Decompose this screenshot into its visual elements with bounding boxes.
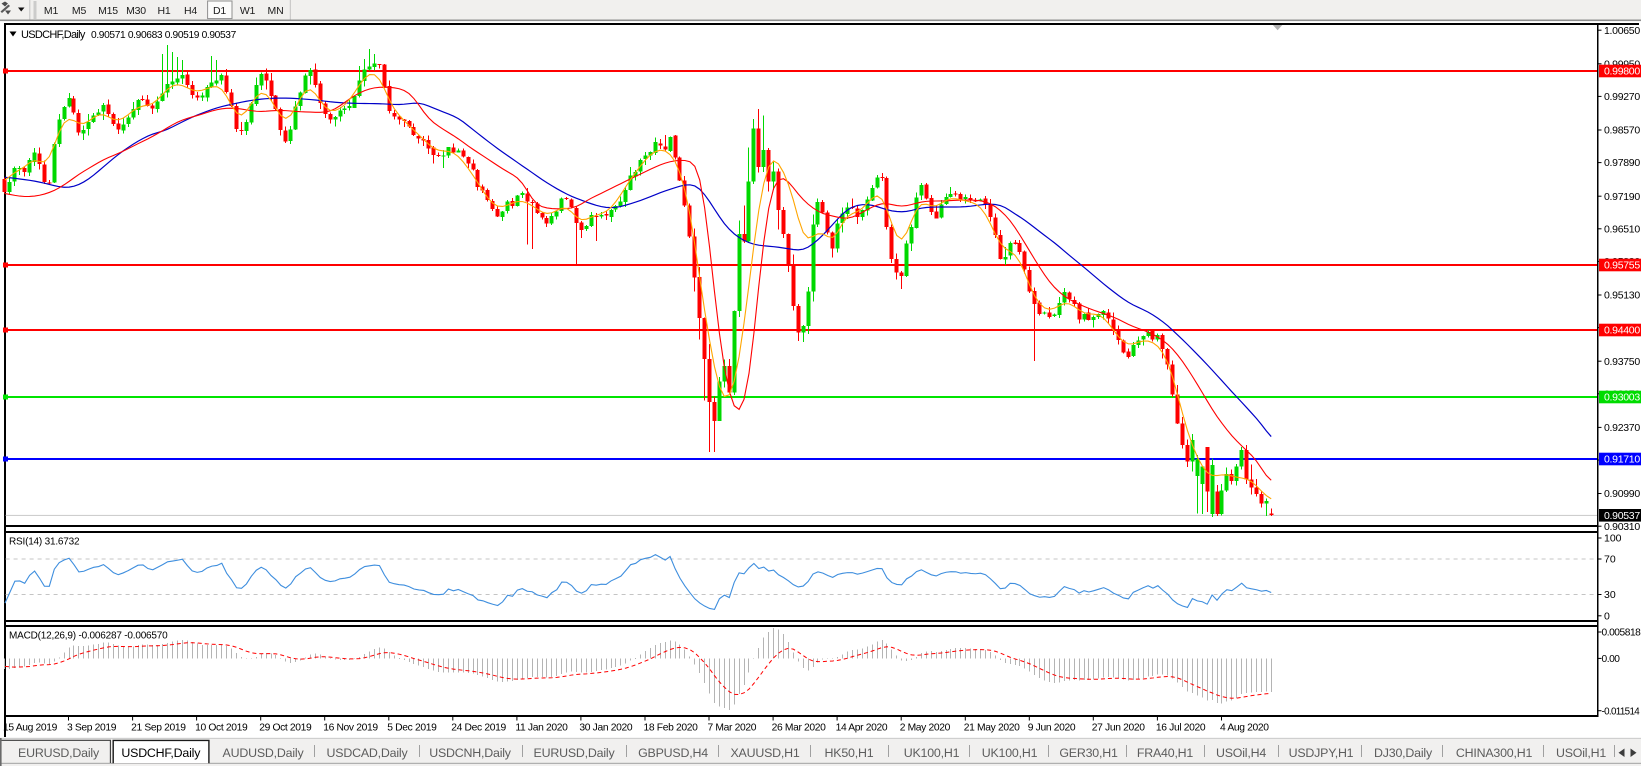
svg-text:0.99270: 0.99270 [1604, 91, 1640, 103]
svg-text:0.94400: 0.94400 [1604, 325, 1640, 337]
svg-text:0.96510: 0.96510 [1604, 223, 1640, 235]
svg-text:W1: W1 [240, 5, 256, 17]
svg-text:5 Dec 2019: 5 Dec 2019 [387, 723, 437, 734]
svg-text:0.91710: 0.91710 [1604, 454, 1640, 466]
svg-text:0.95755: 0.95755 [1604, 260, 1640, 272]
svg-text:30: 30 [1604, 589, 1616, 601]
svg-text:3 Sep 2019: 3 Sep 2019 [67, 723, 117, 734]
svg-text:0.98570: 0.98570 [1604, 125, 1640, 137]
svg-text:30 Jan 2020: 30 Jan 2020 [579, 723, 632, 734]
svg-text:0.90571 0.90683 0.90519 0.9053: 0.90571 0.90683 0.90519 0.90537 [91, 30, 237, 41]
svg-text:15 Aug 2019: 15 Aug 2019 [3, 723, 58, 734]
svg-text:M1: M1 [44, 5, 59, 17]
svg-text:EURUSD,Daily: EURUSD,Daily [534, 746, 616, 760]
svg-text:USDCAD,Daily: USDCAD,Daily [327, 746, 409, 760]
svg-text:0.90310: 0.90310 [1604, 521, 1640, 533]
svg-text:GER30,H1: GER30,H1 [1059, 746, 1118, 760]
svg-text:H4: H4 [184, 5, 197, 17]
svg-text:USDCHF,Daily: USDCHF,Daily [121, 746, 201, 760]
svg-text:0.00: 0.00 [1602, 654, 1621, 665]
svg-text:HK50,H1: HK50,H1 [825, 746, 874, 760]
svg-text:9 Jun 2020: 9 Jun 2020 [1028, 723, 1076, 734]
svg-text:21 May 2020: 21 May 2020 [964, 723, 1020, 734]
svg-text:0.99800: 0.99800 [1604, 66, 1640, 78]
svg-text:XAUUSD,H1: XAUUSD,H1 [730, 746, 799, 760]
svg-text:EURUSD,Daily: EURUSD,Daily [18, 746, 100, 760]
svg-text:USDCNH,Daily: USDCNH,Daily [429, 746, 512, 760]
svg-text:0.005818: 0.005818 [1602, 628, 1641, 639]
svg-text:16 Jul 2020: 16 Jul 2020 [1156, 723, 1206, 734]
svg-text:0.93750: 0.93750 [1604, 356, 1640, 368]
svg-text:USOil,H1: USOil,H1 [1556, 746, 1606, 760]
svg-text:0.93003: 0.93003 [1604, 392, 1640, 404]
svg-text:7 Mar 2020: 7 Mar 2020 [708, 723, 757, 734]
svg-text:18 Feb 2020: 18 Feb 2020 [644, 723, 699, 734]
svg-text:FRA40,H1: FRA40,H1 [1137, 746, 1194, 760]
svg-text:UK100,H1: UK100,H1 [982, 746, 1038, 760]
svg-text:27 Jun 2020: 27 Jun 2020 [1092, 723, 1145, 734]
svg-text:10 Oct 2019: 10 Oct 2019 [195, 723, 248, 734]
svg-text:M15: M15 [98, 5, 118, 17]
svg-text:4 Aug 2020: 4 Aug 2020 [1220, 723, 1269, 734]
svg-text:0.95130: 0.95130 [1604, 290, 1640, 302]
svg-text:14 Apr 2020: 14 Apr 2020 [836, 723, 888, 734]
svg-text:70: 70 [1604, 554, 1616, 566]
svg-text:M5: M5 [72, 5, 87, 17]
svg-text:M30: M30 [126, 5, 146, 17]
svg-text:1.00650: 1.00650 [1604, 25, 1640, 37]
svg-text:MN: MN [268, 5, 284, 17]
svg-text:RSI(14) 31.6732: RSI(14) 31.6732 [9, 537, 80, 548]
svg-text:0.97890: 0.97890 [1604, 157, 1640, 169]
svg-text:0: 0 [1604, 610, 1610, 622]
svg-text:AUDUSD,Daily: AUDUSD,Daily [223, 746, 305, 760]
svg-text:11 Jan 2020: 11 Jan 2020 [515, 723, 568, 734]
svg-text:0.90990: 0.90990 [1604, 488, 1640, 500]
svg-text:GBPUSD,H4: GBPUSD,H4 [638, 746, 708, 760]
svg-text:29 Oct 2019: 29 Oct 2019 [259, 723, 312, 734]
svg-text:0.90537: 0.90537 [1604, 510, 1640, 522]
svg-text:26 Mar 2020: 26 Mar 2020 [772, 723, 827, 734]
svg-text:24 Dec 2019: 24 Dec 2019 [451, 723, 506, 734]
svg-text:USDCHF,Daily: USDCHF,Daily [21, 29, 86, 41]
svg-text:MACD(12,26,9) -0.006287 -0.006: MACD(12,26,9) -0.006287 -0.006570 [9, 631, 168, 642]
svg-text:DJ30,Daily: DJ30,Daily [1374, 746, 1433, 760]
svg-text:100: 100 [1604, 533, 1622, 545]
svg-text:16 Nov 2019: 16 Nov 2019 [323, 723, 378, 734]
svg-text:0.97190: 0.97190 [1604, 191, 1640, 203]
svg-text:2 May 2020: 2 May 2020 [900, 723, 951, 734]
svg-text:D1: D1 [213, 5, 226, 17]
svg-text:UK100,H1: UK100,H1 [904, 746, 960, 760]
svg-text:CHINA300,H1: CHINA300,H1 [1456, 746, 1533, 760]
svg-text:-0.011514: -0.011514 [1602, 706, 1641, 717]
svg-text:21 Sep 2019: 21 Sep 2019 [131, 723, 186, 734]
svg-text:USDJPY,H1: USDJPY,H1 [1289, 746, 1354, 760]
svg-text:0.92370: 0.92370 [1604, 422, 1640, 434]
svg-text:USOil,H4: USOil,H4 [1216, 746, 1266, 760]
svg-text:H1: H1 [157, 5, 170, 17]
